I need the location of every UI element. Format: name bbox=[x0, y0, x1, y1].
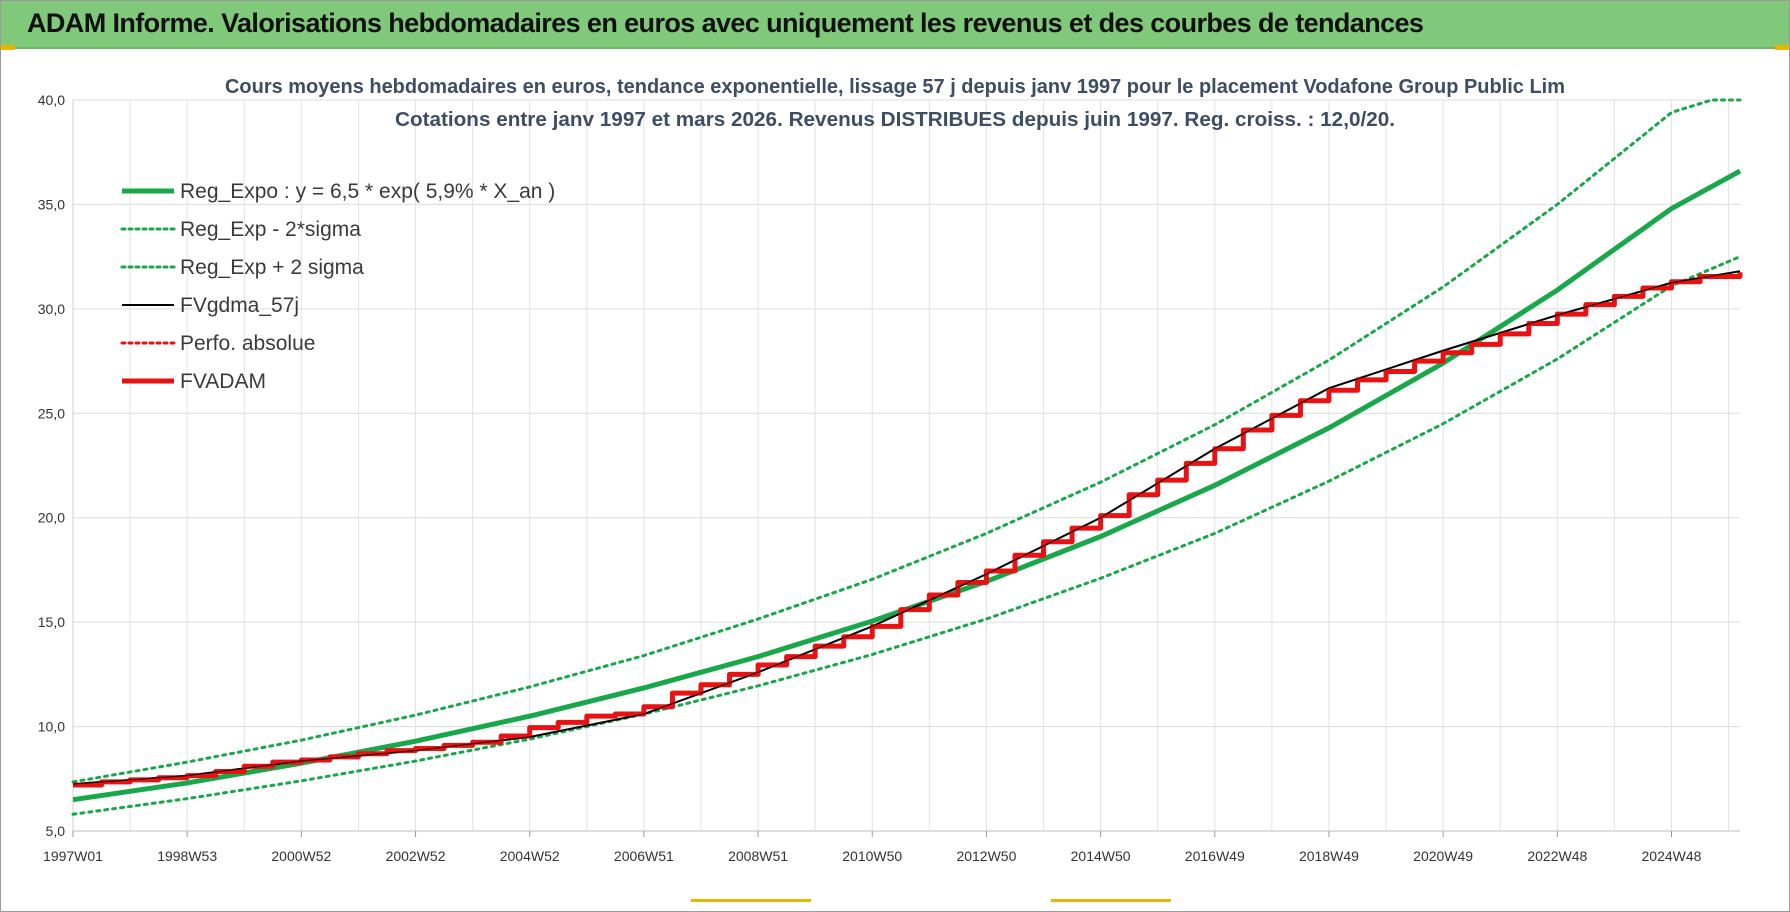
y-tick-label: 40,0 bbox=[38, 92, 65, 108]
report-header: ADAM Informe. Valorisations hebdomadaire… bbox=[1, 1, 1789, 49]
legend-label-0: Reg_Expo : y = 6,5 * exp( 5,9% * X_an ) bbox=[180, 180, 555, 203]
chart-legend: Reg_Expo : y = 6,5 * exp( 5,9% * X_an ) R… bbox=[120, 180, 555, 393]
legend-label-4: Perfo. absolue bbox=[180, 332, 315, 355]
series-line-1 bbox=[71, 255, 1742, 816]
legend-label-3: FVgdma_57j bbox=[180, 294, 299, 317]
report-title: ADAM Informe. Valorisations hebdomadaire… bbox=[27, 8, 1424, 38]
chart-grid bbox=[72, 99, 1740, 832]
series-line-5 bbox=[73, 272, 1743, 788]
x-tick-label: 2002W52 bbox=[386, 848, 446, 864]
legend-label-2: Reg_Exp + 2 sigma bbox=[180, 256, 364, 279]
x-tick-label: 2016W49 bbox=[1185, 848, 1245, 864]
x-tick-label: 2006W51 bbox=[614, 848, 674, 864]
y-tick-label: 15,0 bbox=[38, 614, 65, 630]
x-tick-label: 2020W49 bbox=[1413, 848, 1473, 864]
x-tick-label: 2008W51 bbox=[728, 848, 788, 864]
legend-label-1: Reg_Exp - 2*sigma bbox=[180, 218, 361, 241]
x-tick-label: 2024W48 bbox=[1642, 848, 1702, 864]
y-tick-label: 35,0 bbox=[38, 196, 65, 212]
y-tick-label: 30,0 bbox=[38, 301, 65, 317]
y-tick-label: 25,0 bbox=[38, 405, 65, 421]
x-tick-label: 1997W01 bbox=[43, 848, 103, 864]
corner-mark-bottom-b bbox=[1051, 899, 1171, 902]
chart-title-line-1: Cours moyens hebdomadaires en euros, ten… bbox=[225, 76, 1565, 98]
chart-titles: Cours moyens hebdomadaires en euros, ten… bbox=[225, 76, 1565, 131]
corner-mark-top-left bbox=[1, 45, 15, 50]
x-tick-label: 2000W52 bbox=[271, 848, 331, 864]
y-tick-label: 10,0 bbox=[38, 719, 65, 735]
legend-label-5: FVADAM bbox=[180, 370, 266, 393]
x-tick-label: 2022W48 bbox=[1527, 848, 1587, 864]
x-tick-label: 2018W49 bbox=[1299, 848, 1359, 864]
series-line-smoothed-overlay bbox=[72, 270, 1741, 785]
corner-mark-bottom-a bbox=[691, 899, 811, 902]
x-tick-label: 2010W50 bbox=[842, 848, 902, 864]
x-tick-label: 1998W53 bbox=[157, 848, 217, 864]
corner-mark-top-right bbox=[1775, 45, 1789, 50]
series-line-2 bbox=[71, 98, 1742, 784]
x-tick-label: 2004W52 bbox=[500, 848, 560, 864]
x-tick-label: 2012W50 bbox=[956, 848, 1016, 864]
chart-title-line-2: Cotations entre janv 1997 et mars 2026. … bbox=[395, 109, 1395, 131]
x-tick-label: 2014W50 bbox=[1071, 848, 1131, 864]
chart-axes: 5,0 10,0 15,0 20,0 25,0 30,0 35,0 40,0 1997W01 19… bbox=[38, 92, 1702, 864]
y-tick-label: 5,0 bbox=[46, 823, 66, 839]
series-line-3 bbox=[72, 270, 1741, 786]
chart-series bbox=[71, 98, 1743, 816]
y-tick-label: 20,0 bbox=[38, 510, 65, 526]
